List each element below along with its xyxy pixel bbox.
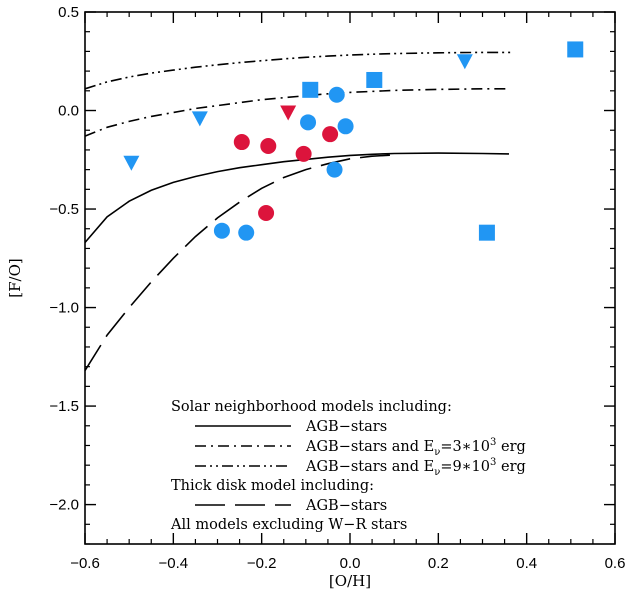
x-axis-title: [O/H]	[329, 572, 371, 590]
model-line-dashdotdot	[84, 51, 514, 90]
blue-circle-marker	[213, 222, 230, 239]
y-tick-label: 0.5	[58, 4, 79, 21]
legend-entry-dashdotdot-sub: ν	[434, 467, 440, 478]
legend: Solar neighborhood models including: AGB…	[170, 399, 526, 533]
blue-circle-marker	[300, 114, 317, 131]
model-line-solid	[84, 152, 510, 244]
legend-footer: All models excluding W−R stars	[170, 517, 407, 533]
red-circle-marker	[322, 126, 339, 143]
blue-circle-marker	[238, 224, 255, 241]
legend-entry-dashdot-sub: ν	[434, 447, 440, 458]
blue-square-marker	[366, 71, 383, 88]
x-tick-label: −0.2	[247, 555, 277, 572]
blue-triangle-marker	[191, 111, 208, 127]
legend-heading-thick-disk: Thick disk model including:	[171, 478, 374, 494]
legend-entry-dashdot-mid: =3∗10	[440, 439, 490, 455]
y-tick-label: −1.0	[49, 300, 79, 317]
x-tick-label: 0.6	[605, 555, 626, 572]
x-tick-labels: −0.6 −0.4 −0.2 0.0 0.2 0.4 0.6	[70, 555, 625, 572]
legend-entry-dashdot: AGB−stars and Eν=3∗103 erg	[305, 437, 526, 458]
legend-entry-dashdotdot-end: erg	[496, 459, 525, 475]
blue-triangle-marker	[123, 155, 140, 171]
blue-square-marker	[567, 41, 584, 58]
legend-entry-dashdotdot-mid: =9∗10	[440, 459, 490, 475]
legend-entry-dashdot-main: AGB−stars and E	[305, 439, 434, 455]
legend-entry-dashdotdot-main: AGB−stars and E	[305, 459, 434, 475]
legend-entry-dashdot-sup: 3	[490, 437, 496, 448]
y-axis-title: [F/O]	[6, 258, 24, 297]
blue-square-marker	[302, 81, 319, 98]
red-triangle-marker	[280, 105, 297, 121]
blue-square-marker	[478, 224, 495, 241]
blue-circle-marker	[326, 161, 343, 178]
blue-circle-marker	[337, 118, 354, 135]
legend-entry-dashdotdot: AGB−stars and Eν=9∗103 erg	[305, 457, 526, 478]
red-circle-marker	[295, 145, 312, 162]
legend-entry-longdash: AGB−stars	[305, 498, 387, 514]
legend-heading: Solar neighborhood models including:	[171, 399, 452, 415]
red-circle-marker	[233, 134, 250, 151]
legend-entry-dashdot-end: erg	[496, 439, 525, 455]
legend-entry-solid: AGB−stars	[305, 419, 387, 435]
y-tick-label: −0.5	[49, 201, 79, 218]
x-tick-label: 0.0	[340, 555, 361, 572]
data-markers	[123, 41, 584, 241]
y-tick-label: −2.0	[49, 497, 79, 514]
blue-triangle-marker	[456, 54, 473, 70]
axis-ticks	[84, 11, 616, 545]
red-circle-marker	[258, 204, 275, 221]
model-line-dashdot	[84, 88, 509, 137]
x-tick-label: 0.2	[428, 555, 449, 572]
y-tick-label: 0.0	[58, 103, 79, 120]
x-tick-label: −0.6	[70, 555, 100, 572]
model-line-longdash	[84, 154, 395, 372]
y-tick-label: −1.5	[49, 398, 79, 415]
red-circle-marker	[260, 137, 277, 154]
model-lines	[84, 51, 514, 372]
blue-circle-marker	[328, 86, 345, 103]
x-tick-label: −0.4	[159, 555, 189, 572]
y-tick-labels: 0.5 0.0 −0.5 −1.0 −1.5 −2.0	[49, 4, 79, 514]
x-tick-label: 0.4	[516, 555, 537, 572]
legend-entry-dashdotdot-sup: 3	[490, 457, 496, 468]
